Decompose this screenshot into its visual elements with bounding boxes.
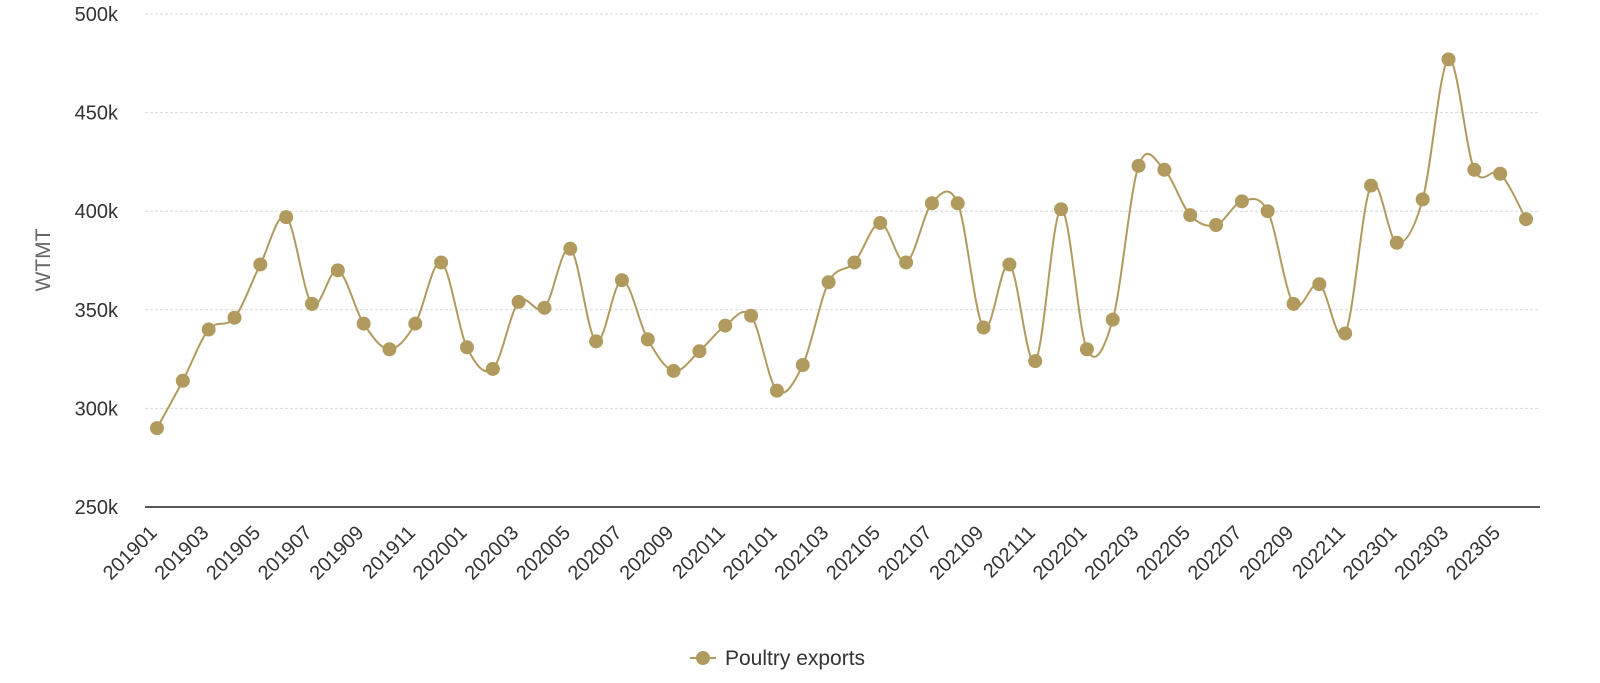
x-tick-label: 202301: [1339, 522, 1402, 585]
data-point[interactable]: [1028, 354, 1043, 369]
data-point[interactable]: [1131, 158, 1146, 173]
data-point[interactable]: [434, 255, 449, 270]
y-axis-title: WTMT: [32, 228, 55, 291]
data-point[interactable]: [795, 358, 810, 373]
legend[interactable]: Poultry exports: [690, 647, 865, 670]
x-tick-label: 202111: [979, 522, 1040, 583]
y-tick-label: 400k: [75, 201, 119, 223]
x-tick-label: 201907: [254, 522, 317, 585]
data-point[interactable]: [408, 316, 423, 331]
data-point[interactable]: [304, 296, 319, 311]
y-tick-label: 350k: [75, 300, 119, 322]
data-point[interactable]: [1234, 194, 1249, 209]
data-point[interactable]: [769, 383, 784, 398]
data-point[interactable]: [253, 257, 268, 272]
x-tick-label: 202105: [822, 522, 885, 585]
data-point[interactable]: [1183, 208, 1198, 223]
data-point[interactable]: [201, 322, 216, 337]
x-tick-label: 202001: [409, 522, 472, 585]
x-tick-label: 202211: [1288, 522, 1350, 584]
data-point[interactable]: [1002, 257, 1017, 272]
data-point[interactable]: [485, 361, 500, 376]
data-point[interactable]: [150, 421, 164, 436]
data-point[interactable]: [563, 241, 578, 256]
x-tick-label: 202207: [1184, 522, 1247, 585]
x-tick-label: 202101: [719, 522, 782, 585]
series-line: [156, 58, 1527, 429]
y-tick-label: 250k: [75, 497, 119, 519]
x-tick-label: 201905: [202, 522, 265, 585]
x-tick-label: 202303: [1390, 522, 1453, 585]
data-point[interactable]: [873, 216, 888, 231]
data-point[interactable]: [511, 294, 526, 309]
data-point[interactable]: [1054, 202, 1069, 217]
data-point[interactable]: [640, 332, 655, 347]
data-point[interactable]: [1260, 204, 1275, 219]
data-point[interactable]: [382, 342, 397, 357]
data-point[interactable]: [1079, 342, 1094, 357]
data-point[interactable]: [1467, 162, 1482, 177]
data-point[interactable]: [924, 196, 939, 211]
data-point[interactable]: [1364, 178, 1379, 193]
data-point[interactable]: [1519, 212, 1533, 227]
data-point[interactable]: [976, 320, 991, 335]
legend-label: Poultry exports: [725, 647, 865, 670]
grid-lines: [145, 13, 1540, 409]
data-point[interactable]: [537, 300, 552, 315]
data-point[interactable]: [666, 363, 681, 378]
x-tick-label: 201909: [306, 522, 369, 585]
data-point[interactable]: [692, 344, 707, 359]
legend-item[interactable]: Poultry exports: [690, 647, 865, 670]
y-tick-label: 500k: [75, 4, 119, 26]
data-point[interactable]: [899, 255, 914, 270]
data-point[interactable]: [279, 210, 294, 225]
data-point[interactable]: [744, 308, 759, 323]
series-layer: [150, 52, 1533, 436]
data-point[interactable]: [1209, 218, 1224, 233]
x-tick-label: 202305: [1442, 522, 1505, 585]
x-tick-label: 202201: [1029, 522, 1092, 585]
x-tick-label: 201903: [151, 522, 214, 585]
data-point[interactable]: [950, 196, 965, 211]
data-point[interactable]: [1105, 312, 1120, 327]
data-point[interactable]: [1441, 52, 1456, 67]
x-tick-label: 202109: [926, 522, 989, 585]
x-tick-label: 202011: [668, 522, 730, 584]
legend-marker-icon: [696, 651, 710, 665]
data-point[interactable]: [1157, 162, 1172, 177]
data-point[interactable]: [1389, 235, 1404, 250]
data-point[interactable]: [1312, 277, 1327, 292]
data-point[interactable]: [614, 273, 629, 288]
x-tick-label: 202107: [874, 522, 937, 585]
data-point[interactable]: [1415, 192, 1430, 207]
x-tick-label: 202003: [461, 522, 524, 585]
data-point[interactable]: [718, 318, 733, 333]
x-axis: 2019012019032019052019072019092019112020…: [99, 506, 1540, 585]
data-point[interactable]: [1493, 166, 1508, 181]
data-point[interactable]: [589, 334, 604, 349]
y-tick-label: 450k: [75, 103, 119, 125]
data-point[interactable]: [330, 263, 345, 278]
x-tick-label: 202205: [1132, 522, 1195, 585]
x-tick-label: 202005: [512, 522, 575, 585]
data-point[interactable]: [847, 255, 862, 270]
data-point[interactable]: [1286, 296, 1301, 311]
data-point[interactable]: [459, 340, 474, 355]
x-tick-label: 202203: [1080, 522, 1143, 585]
data-point[interactable]: [227, 310, 242, 325]
x-tick-label: 201901: [99, 522, 162, 585]
x-tick-label: 202009: [616, 522, 679, 585]
data-point[interactable]: [175, 373, 190, 388]
x-tick-label: 201911: [358, 522, 420, 584]
x-tick-label: 202103: [771, 522, 834, 585]
data-point[interactable]: [1338, 326, 1353, 341]
y-axis: 250k 300k 350k 400k 450k 500k WTMT: [32, 4, 119, 519]
data-point[interactable]: [356, 316, 371, 331]
x-tick-label: 202007: [564, 522, 627, 585]
y-tick-label: 300k: [75, 398, 119, 420]
x-tick-label: 202209: [1235, 522, 1298, 585]
data-point[interactable]: [821, 275, 836, 290]
